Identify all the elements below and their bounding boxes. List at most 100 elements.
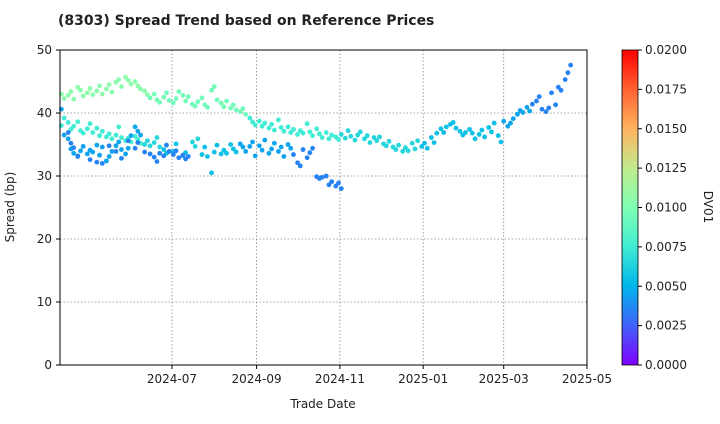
data-point: [295, 160, 300, 166]
data-point: [106, 131, 112, 137]
data-point: [147, 95, 153, 101]
data-point: [90, 130, 96, 135]
data-point: [269, 146, 275, 152]
data-point: [529, 101, 535, 107]
data-point: [84, 151, 90, 157]
data-point: [469, 130, 475, 136]
data-point: [479, 127, 485, 133]
data-point: [109, 149, 115, 154]
data-point: [104, 86, 109, 92]
data-point: [161, 147, 167, 152]
data-point: [243, 149, 249, 154]
y-tick-label: 30: [37, 169, 52, 183]
data-point: [228, 105, 234, 111]
data-point: [568, 62, 574, 68]
data-point: [135, 128, 141, 134]
data-point: [310, 133, 315, 139]
data-point: [71, 145, 77, 151]
x-tick-label: 2024-07: [147, 372, 197, 386]
data-point: [319, 174, 325, 180]
data-point: [441, 130, 447, 135]
data-point: [218, 151, 224, 157]
data-point: [371, 135, 377, 140]
data-point: [333, 183, 339, 189]
data-point: [278, 144, 284, 150]
colorbar: [621, 49, 639, 366]
data-point: [75, 154, 81, 159]
data-point: [393, 147, 399, 152]
data-point: [281, 128, 287, 134]
data-point: [230, 102, 236, 108]
data-point: [377, 134, 382, 140]
data-point: [285, 124, 291, 130]
data-point: [304, 121, 310, 127]
data-point: [142, 149, 148, 155]
data-point: [176, 89, 182, 94]
data-point: [221, 104, 227, 110]
data-point: [428, 135, 434, 140]
data-point: [534, 98, 539, 104]
data-point: [84, 126, 90, 132]
data-point: [128, 133, 134, 139]
data-point: [109, 89, 115, 95]
data-point: [317, 131, 322, 137]
data-point: [75, 119, 81, 125]
data-point: [431, 140, 437, 146]
data-point: [97, 83, 102, 89]
data-point: [438, 126, 444, 132]
data-point: [357, 129, 363, 135]
data-point: [278, 125, 284, 130]
data-point: [132, 124, 138, 130]
data-point: [269, 121, 275, 127]
data-point: [125, 77, 131, 83]
colorbar-tick-label: 0.0000: [645, 358, 687, 372]
data-point: [97, 133, 102, 139]
data-point: [240, 144, 246, 150]
data-point: [262, 137, 268, 143]
chart-title: (8303) Spread Trend based on Reference P…: [58, 13, 434, 29]
x-axis-ticks: 2024-07 2024-09 2024-11 2025-01 2025-03 2025-…: [147, 365, 612, 386]
data-point: [482, 134, 487, 140]
data-point: [166, 149, 172, 154]
data-point: [348, 133, 354, 139]
data-point: [99, 161, 105, 166]
data-point: [94, 88, 100, 94]
data-point: [68, 89, 74, 94]
data-point: [87, 121, 93, 127]
y-tick-label: 50: [37, 43, 52, 57]
data-point: [104, 158, 109, 164]
data-point: [224, 150, 229, 156]
data-point: [154, 159, 160, 164]
data-point: [266, 150, 272, 156]
data-point: [106, 143, 112, 149]
data-point: [323, 130, 329, 135]
data-point: [125, 145, 131, 151]
data-point: [285, 142, 291, 147]
data-point: [161, 94, 167, 100]
data-point: [157, 144, 163, 150]
data-point: [250, 139, 255, 145]
data-point: [310, 145, 315, 151]
data-point: [230, 146, 236, 152]
data-point: [192, 143, 198, 149]
data-point: [65, 136, 71, 142]
data-point: [300, 130, 306, 136]
data-point: [68, 126, 74, 132]
data-point: [259, 147, 265, 153]
data-point: [99, 144, 105, 150]
data-point: [498, 139, 504, 145]
data-point: [434, 130, 440, 136]
data-point: [276, 149, 281, 154]
data-point: [300, 147, 306, 152]
data-point: [90, 149, 96, 155]
data-point: [247, 143, 253, 149]
data-point: [87, 86, 93, 91]
data-point: [314, 126, 320, 132]
data-point: [147, 151, 153, 157]
data-point: [128, 81, 134, 87]
data-point: [192, 103, 198, 109]
data-point: [87, 157, 93, 163]
data-point: [199, 95, 205, 101]
data-point: [142, 142, 148, 147]
